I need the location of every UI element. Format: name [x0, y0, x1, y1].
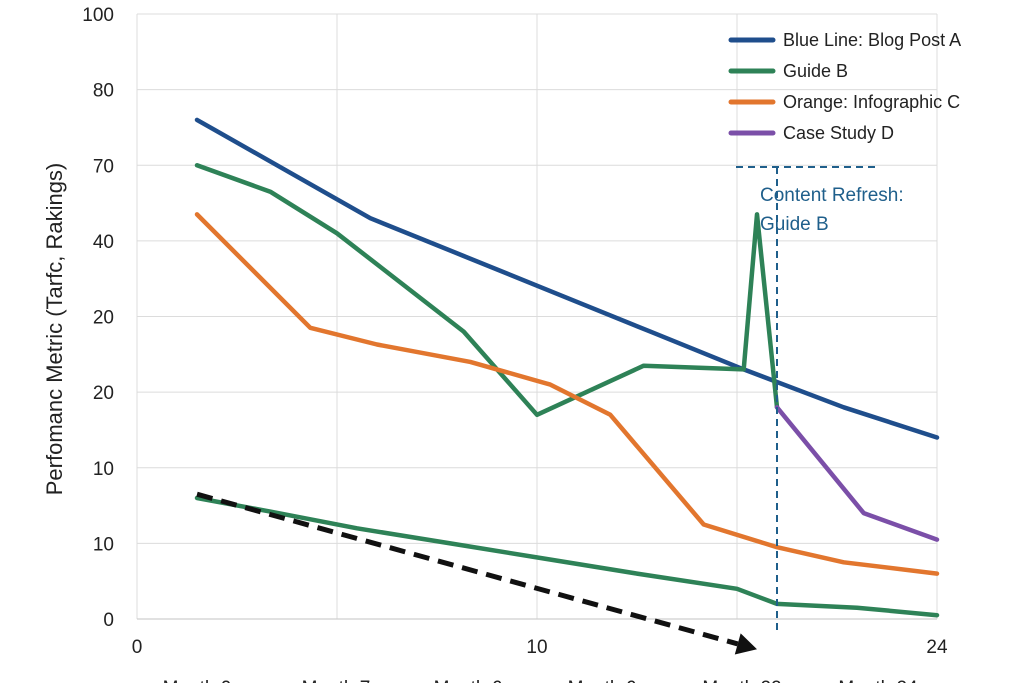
y-tick-label: 10	[93, 534, 114, 555]
y-tick-label: 20	[93, 308, 114, 329]
y-tick-label: 40	[93, 232, 114, 253]
y-axis-title: Perfomanc Metric (Tarfc, Rakings)	[42, 163, 67, 496]
content-refresh-annotation: Content Refresh: Guide B	[736, 166, 904, 632]
legend-label: Blue Line: Blog Post A	[783, 30, 961, 50]
series-line	[194, 117, 940, 440]
legend-label: Guide B	[783, 61, 848, 81]
annotation-label: Guide B	[760, 214, 829, 235]
annotation-label: Content Refresh:	[760, 185, 904, 206]
x-category-label: Month 0	[163, 678, 232, 683]
y-tick-labels: 0 10 10 20 20 40 70 80 100	[82, 5, 114, 631]
y-tick-label: 0	[103, 610, 114, 631]
x-category-label: Month 7	[302, 678, 371, 683]
y-tick-label: 10	[93, 459, 114, 480]
x-tick-label: 10	[526, 637, 547, 658]
y-tick-label: 100	[82, 5, 114, 26]
x-category-label: Month 6	[568, 678, 637, 683]
series-line	[194, 163, 780, 418]
series-line	[194, 495, 940, 618]
x-tick-labels: 0 10 24	[132, 637, 948, 658]
y-tick-label: 70	[93, 156, 114, 177]
trend-arrow	[196, 491, 757, 655]
x-tick-label: 24	[926, 637, 948, 658]
x-category-labels: Month 0 Month 7 Month 6 Month 6 Month 22 Mont…	[163, 678, 918, 683]
y-tick-label: 20	[93, 383, 114, 404]
x-category-label: Month 24	[838, 678, 918, 683]
series-line	[194, 212, 940, 576]
series-lines	[194, 117, 940, 618]
legend-label: Orange: Infographic C	[783, 92, 960, 112]
legend-label: Case Study D	[783, 123, 894, 143]
y-tick-label: 80	[93, 81, 114, 102]
series-line	[774, 405, 940, 542]
x-category-label: Month 22	[702, 678, 781, 683]
trend-arrow-shaft	[196, 491, 739, 647]
x-tick-label: 0	[132, 637, 143, 658]
x-category-label: Month 6	[434, 678, 503, 683]
gridlines	[136, 13, 938, 620]
legend: Blue Line: Blog Post A Guide B Orange: Inf…	[728, 30, 961, 143]
trend-arrow-head	[734, 633, 757, 655]
